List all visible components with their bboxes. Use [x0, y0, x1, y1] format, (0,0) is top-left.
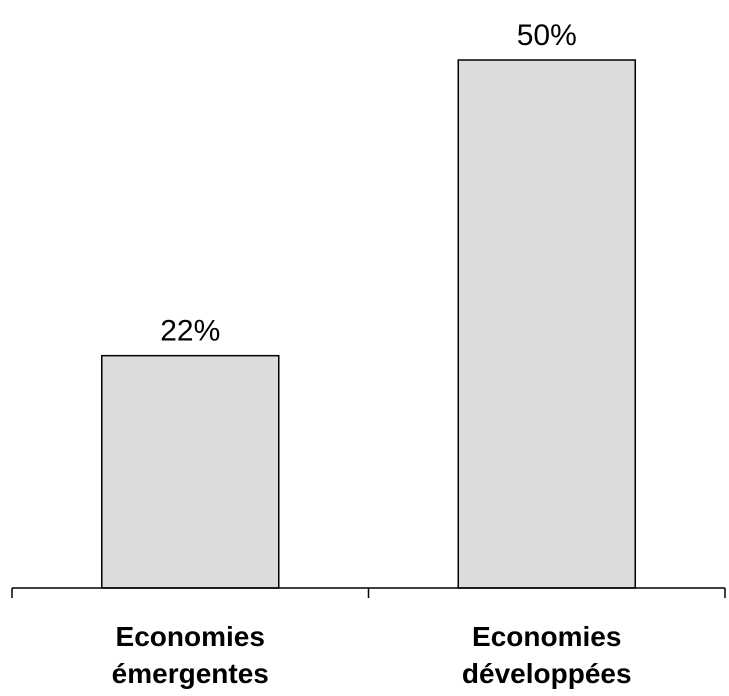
- category-label-2-line-2: développées: [462, 658, 632, 689]
- x-axis: [11, 587, 726, 598]
- labels-group: 22% Economies émergentes 50% Economies dévelo…: [112, 19, 632, 689]
- bar-1: [101, 354, 280, 589]
- data-label-2: 50%: [517, 19, 577, 52]
- bar-2: [457, 59, 636, 589]
- data-label-1: 22%: [160, 315, 220, 348]
- category-label-2-line-1: Economies: [472, 621, 621, 652]
- category-label-1-line-2: émergentes: [112, 658, 269, 689]
- category-label-1-line-1: Economies: [116, 621, 265, 652]
- bars-group: [101, 59, 636, 589]
